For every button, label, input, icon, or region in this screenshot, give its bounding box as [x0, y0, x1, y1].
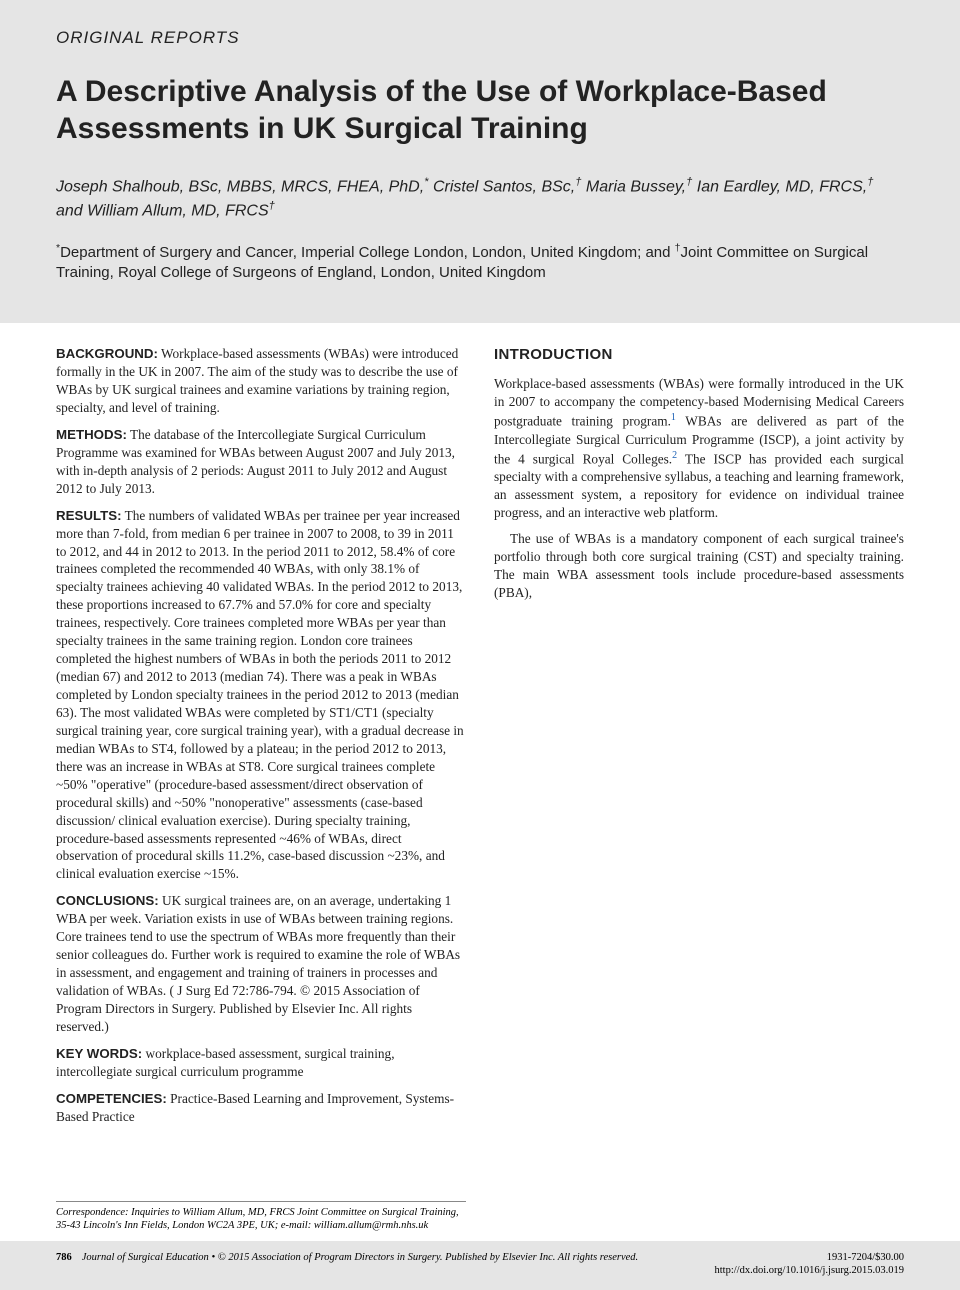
methods-label: METHODS:: [56, 427, 127, 442]
competencies-label: COMPETENCIES:: [56, 1091, 167, 1106]
correspondence-label: Correspondence:: [56, 1207, 129, 1218]
author-list: Joseph Shalhoub, BSc, MBBS, MRCS, FHEA, …: [56, 175, 904, 222]
issn: 1931-7204/$30.00: [715, 1251, 905, 1265]
article-title: A Descriptive Analysis of the Use of Wor…: [56, 74, 904, 147]
footer-right: 1931-7204/$30.00 http://dx.doi.org/10.10…: [715, 1251, 905, 1278]
two-column-content: BACKGROUND: Workplace-based assessments …: [0, 323, 960, 1163]
journal-name: Journal of Surgical Education: [82, 1252, 209, 1263]
abstract-competencies: COMPETENCIES: Practice-Based Learning an…: [56, 1090, 466, 1126]
introduction-heading: INTRODUCTION: [494, 345, 904, 365]
intro-para-1: Workplace-based assessments (WBAs) were …: [494, 375, 904, 521]
correspondence-footnote: Correspondence: Inquiries to William All…: [56, 1201, 466, 1232]
footer-left: 786 Journal of Surgical Education • © 20…: [56, 1251, 638, 1278]
conclusions-label: CONCLUSIONS:: [56, 893, 159, 908]
header-band: ORIGINAL REPORTS A Descriptive Analysis …: [0, 0, 960, 323]
abstract-conclusions: CONCLUSIONS: UK surgical trainees are, o…: [56, 892, 466, 1036]
abstract-results: RESULTS: The numbers of validated WBAs p…: [56, 507, 466, 884]
results-text: The numbers of validated WBAs per traine…: [56, 508, 464, 882]
keywords-label: KEY WORDS:: [56, 1046, 142, 1061]
abstract-background: BACKGROUND: Workplace-based assessments …: [56, 345, 466, 417]
conclusions-text: UK surgical trainees are, on an average,…: [56, 893, 460, 1034]
page-footer: 786 Journal of Surgical Education • © 20…: [0, 1241, 960, 1290]
affiliations: *Department of Surgery and Cancer, Imper…: [56, 241, 904, 284]
abstract-methods: METHODS: The database of the Intercolleg…: [56, 426, 466, 498]
background-label: BACKGROUND:: [56, 346, 158, 361]
section-label: ORIGINAL REPORTS: [56, 28, 904, 48]
copyright-text: • © 2015 Association of Program Director…: [209, 1252, 638, 1263]
doi-link[interactable]: http://dx.doi.org/10.1016/j.jsurg.2015.0…: [715, 1264, 905, 1278]
page-number: 786: [56, 1251, 72, 1265]
results-label: RESULTS:: [56, 508, 122, 523]
abstract-keywords: KEY WORDS: workplace-based assessment, s…: [56, 1045, 466, 1081]
intro-para-2: The use of WBAs is a mandatory component…: [494, 530, 904, 602]
